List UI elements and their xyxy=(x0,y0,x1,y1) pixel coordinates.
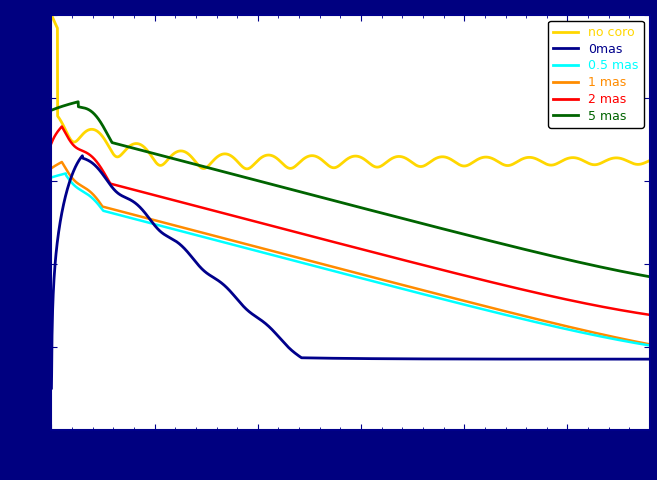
1 mas xyxy=(635,339,643,345)
1 mas xyxy=(152,217,160,223)
5 mas xyxy=(303,191,311,196)
no coro xyxy=(277,159,285,165)
0.5 mas xyxy=(116,212,124,218)
2 mas xyxy=(570,298,578,304)
Line: 1 mas: 1 mas xyxy=(51,162,650,345)
Line: 2 mas: 2 mas xyxy=(51,127,650,315)
5 mas xyxy=(570,258,578,264)
2 mas xyxy=(303,232,311,238)
no coro xyxy=(47,12,55,18)
0mas xyxy=(47,385,55,391)
no coro xyxy=(116,153,124,159)
2 mas xyxy=(635,310,643,316)
0mas xyxy=(116,192,124,197)
1 mas xyxy=(47,165,55,171)
2 mas xyxy=(116,183,124,189)
0.5 mas xyxy=(646,343,654,348)
0.5 mas xyxy=(47,175,55,180)
no coro xyxy=(635,161,643,167)
5 mas xyxy=(635,272,643,277)
1 mas xyxy=(277,251,285,256)
2 mas xyxy=(47,140,55,146)
no coro xyxy=(570,155,578,160)
0mas xyxy=(646,356,654,362)
2 mas xyxy=(152,192,160,198)
5 mas xyxy=(47,108,55,113)
1 mas xyxy=(116,208,124,214)
0mas xyxy=(152,223,160,229)
Line: 0.5 mas: 0.5 mas xyxy=(51,173,650,346)
Line: 5 mas: 5 mas xyxy=(51,102,650,277)
0mas xyxy=(78,153,86,158)
0mas xyxy=(277,337,285,343)
no coro xyxy=(303,154,311,160)
1 mas xyxy=(570,325,578,331)
0mas xyxy=(635,356,643,362)
no coro xyxy=(646,157,654,163)
0mas xyxy=(303,355,311,361)
5 mas xyxy=(152,151,160,157)
5 mas xyxy=(74,99,82,105)
2 mas xyxy=(646,312,654,318)
0.5 mas xyxy=(62,170,70,176)
0.5 mas xyxy=(303,261,311,267)
1 mas xyxy=(303,257,311,263)
5 mas xyxy=(116,142,124,147)
1 mas xyxy=(58,159,66,165)
1 mas xyxy=(646,342,654,348)
no coro xyxy=(243,166,251,172)
0.5 mas xyxy=(152,222,160,228)
2 mas xyxy=(58,124,66,130)
no coro xyxy=(151,159,159,165)
X-axis label: lambda/D: lambda/D xyxy=(299,454,403,473)
5 mas xyxy=(277,184,285,190)
0.5 mas xyxy=(277,254,285,260)
0.5 mas xyxy=(570,328,578,334)
5 mas xyxy=(646,274,654,280)
0mas xyxy=(570,356,578,362)
0.5 mas xyxy=(635,341,643,347)
Line: no coro: no coro xyxy=(51,15,650,169)
Line: 0mas: 0mas xyxy=(51,156,650,388)
Legend: no coro, 0mas, 0.5 mas, 1 mas, 2 mas, 5 mas: no coro, 0mas, 0.5 mas, 1 mas, 2 mas, 5 … xyxy=(549,21,644,128)
2 mas xyxy=(277,226,285,231)
